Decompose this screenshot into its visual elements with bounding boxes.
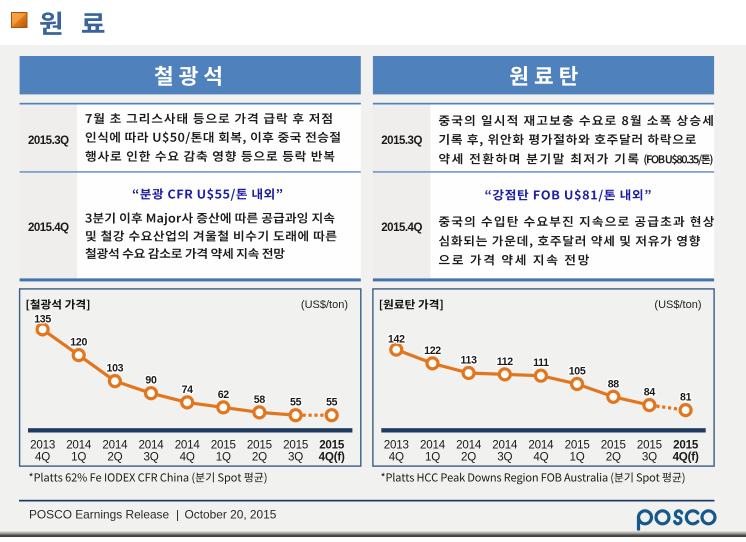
svg-text:2Q: 2Q <box>461 450 476 463</box>
svg-text:2015: 2015 <box>673 439 699 452</box>
svg-text:2014: 2014 <box>66 439 92 452</box>
svg-text:111: 111 <box>533 357 549 369</box>
svg-text:2015: 2015 <box>319 439 345 452</box>
svg-text:3Q: 3Q <box>288 450 303 463</box>
svg-text:2Q: 2Q <box>107 450 122 463</box>
svg-text:2014: 2014 <box>139 439 165 452</box>
svg-text:1Q: 1Q <box>425 450 440 463</box>
svg-text:2014: 2014 <box>175 439 201 452</box>
svg-text:142: 142 <box>388 334 405 346</box>
svg-text:2Q: 2Q <box>252 450 267 463</box>
svg-text:105: 105 <box>569 366 586 378</box>
svg-text:122: 122 <box>424 345 441 357</box>
svg-text:4Q: 4Q <box>533 450 548 463</box>
svg-text:1Q: 1Q <box>71 450 86 463</box>
svg-text:2014: 2014 <box>420 439 446 452</box>
svg-text:|: | <box>176 507 179 521</box>
svg-text:55: 55 <box>326 397 338 409</box>
svg-text:4Q: 4Q <box>180 450 195 463</box>
svg-text:120: 120 <box>70 337 87 349</box>
svg-text:2015.3Q: 2015.3Q <box>28 135 69 147</box>
svg-text:2015: 2015 <box>283 439 308 452</box>
svg-text:2015: 2015 <box>247 439 272 452</box>
svg-text:135: 135 <box>34 313 51 325</box>
svg-text:2013: 2013 <box>384 439 409 452</box>
svg-text:2015.4Q: 2015.4Q <box>381 222 422 234</box>
svg-text:2Q: 2Q <box>606 450 621 463</box>
svg-text:2015.4Q: 2015.4Q <box>28 222 69 234</box>
svg-text:2015: 2015 <box>211 439 236 452</box>
svg-text:112: 112 <box>497 356 514 368</box>
svg-text:2015: 2015 <box>565 439 590 452</box>
svg-text:2015: 2015 <box>637 439 662 452</box>
svg-text:84: 84 <box>644 387 656 399</box>
svg-text:58: 58 <box>254 394 266 406</box>
svg-text:81: 81 <box>680 392 692 404</box>
svg-text:55: 55 <box>290 397 302 409</box>
svg-text:4Q(f): 4Q(f) <box>673 450 699 463</box>
svg-text:3Q: 3Q <box>497 450 512 463</box>
svg-text:4Q: 4Q <box>389 450 404 463</box>
svg-text:1Q: 1Q <box>570 450 585 463</box>
svg-text:2014: 2014 <box>102 439 128 452</box>
svg-text:2015.3Q: 2015.3Q <box>381 135 422 147</box>
svg-text:2014: 2014 <box>456 439 482 452</box>
svg-text:113: 113 <box>460 355 477 367</box>
svg-text:62: 62 <box>218 389 230 401</box>
svg-text:(US$/ton): (US$/ton) <box>301 299 348 311</box>
svg-text:(US$/ton): (US$/ton) <box>654 299 701 311</box>
svg-text:3Q: 3Q <box>642 450 657 463</box>
svg-text:2014: 2014 <box>528 439 554 452</box>
svg-text:3Q: 3Q <box>143 450 158 463</box>
svg-text:2013: 2013 <box>30 439 55 452</box>
svg-text:88: 88 <box>608 378 620 390</box>
svg-text:4Q: 4Q <box>35 450 50 463</box>
svg-text:POSCO Earnings Release: POSCO Earnings Release <box>29 507 169 521</box>
svg-text:2015: 2015 <box>601 439 626 452</box>
svg-text:2014: 2014 <box>492 439 518 452</box>
svg-text:103: 103 <box>107 363 124 375</box>
svg-text:90: 90 <box>145 375 157 387</box>
svg-text:74: 74 <box>182 384 194 396</box>
svg-text:1Q: 1Q <box>216 450 231 463</box>
svg-text:October 20, 2015: October 20, 2015 <box>185 507 277 521</box>
svg-text:4Q(f): 4Q(f) <box>319 450 345 463</box>
